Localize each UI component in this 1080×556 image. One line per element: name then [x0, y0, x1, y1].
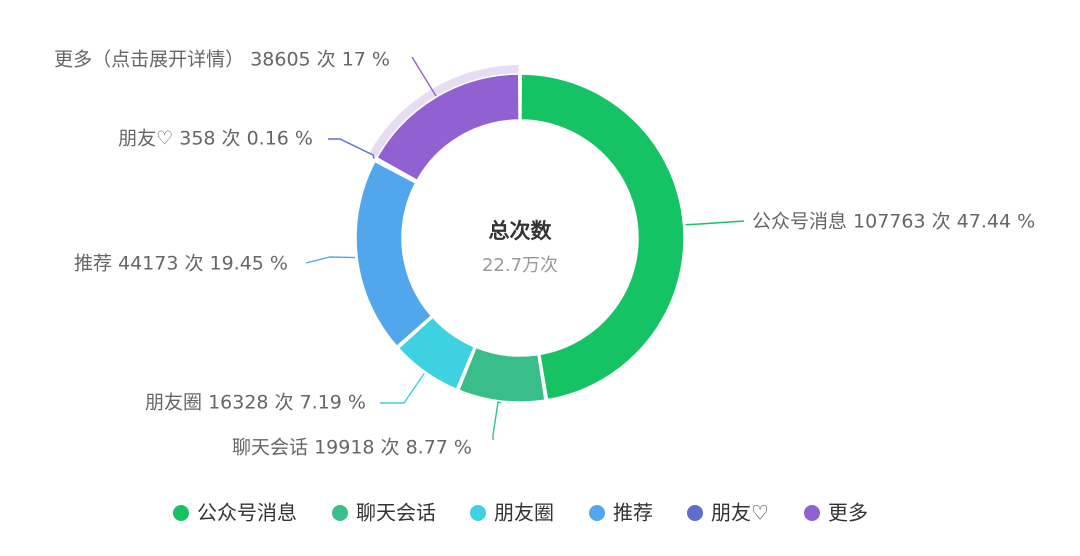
slice-moments[interactable] [397, 316, 476, 391]
center-title: 总次数 [489, 219, 553, 243]
legend-swatch-official-accounts [173, 505, 189, 521]
leader-line-friends [328, 138, 375, 159]
data-label-chats: 聊天会话 19918 次 8.77 % [232, 437, 472, 459]
leader-line-official-accounts [685, 220, 745, 226]
legend-label-friends: 朋友♡ [711, 501, 769, 525]
legend-swatch-chats [332, 505, 348, 521]
slice-chats[interactable] [457, 346, 546, 403]
center-subtitle: 22.7万次 [482, 255, 558, 276]
legend-swatch-moments [470, 505, 486, 521]
leader-line-chats [492, 401, 502, 440]
legend-label-moments: 朋友圈 [494, 501, 554, 525]
data-label-official-accounts: 公众号消息 107763 次 47.44 % [752, 211, 1035, 233]
leader-line-more [411, 56, 437, 97]
legend-item-moments[interactable]: 朋友圈 [470, 501, 554, 525]
legend-label-official-accounts: 公众号消息 [197, 501, 297, 525]
slice-more[interactable] [375, 73, 520, 182]
leader-line-recommended [305, 256, 356, 264]
legend-label-more: 更多 [828, 501, 868, 525]
slice-official-accounts[interactable] [520, 73, 685, 401]
legend-item-recommended[interactable]: 推荐 [589, 501, 653, 525]
data-label-friends: 朋友♡ 358 次 0.16 % [118, 128, 313, 150]
leader-line-moments [380, 373, 425, 404]
legend-item-official-accounts[interactable]: 公众号消息 [173, 501, 297, 525]
data-label-recommended: 推荐 44173 次 19.45 % [74, 253, 288, 275]
legend-item-more[interactable]: 更多 [804, 501, 868, 525]
legend-swatch-friends [687, 505, 703, 521]
legend-label-chats: 聊天会话 [356, 501, 436, 525]
labels-layer: 公众号消息 107763 次 47.44 % 聊天会话 19918 次 8.77 … [54, 49, 1035, 459]
data-label-moments: 朋友圈 16328 次 7.19 % [145, 392, 366, 414]
slice-recommended[interactable] [355, 160, 433, 348]
slices-layer [355, 65, 685, 403]
legend-item-chats[interactable]: 聊天会话 [332, 501, 436, 525]
data-label-more: 更多（点击展开详情） 38605 次 17 % [54, 49, 390, 71]
center-text: 总次数 22.7万次 [482, 219, 558, 276]
leader-lines-layer [305, 56, 745, 440]
legend-swatch-more [804, 505, 820, 521]
legend: 公众号消息 聊天会话 朋友圈 推荐 朋友♡ 更多 [173, 501, 868, 525]
slice-friends[interactable] [374, 158, 418, 184]
legend-label-recommended: 推荐 [613, 501, 653, 525]
legend-item-friends[interactable]: 朋友♡ [687, 501, 769, 525]
legend-swatch-recommended [589, 505, 605, 521]
